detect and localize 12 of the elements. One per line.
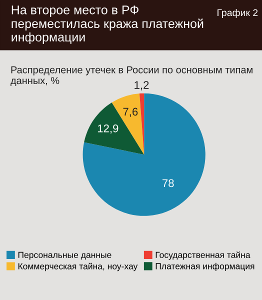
data-label: 1,2	[134, 81, 149, 90]
pie-slice	[82, 93, 206, 216]
legend-label: Государственная тайна	[156, 251, 250, 260]
data-label: 12,9	[98, 124, 118, 134]
legend-label: Коммерческая тайна, ноу-хау	[18, 262, 138, 272]
legend-label: Платежная информация	[156, 262, 254, 272]
data-label: 78	[162, 179, 174, 188]
text: График 2	[218, 8, 258, 18]
pie-slice	[84, 102, 144, 155]
legend-label: Персональные данные	[18, 252, 112, 260]
chart-title: На второе место в РФ переместилась кража платежной информации	[12, 6, 204, 44]
data-label: 7,6	[123, 108, 138, 117]
